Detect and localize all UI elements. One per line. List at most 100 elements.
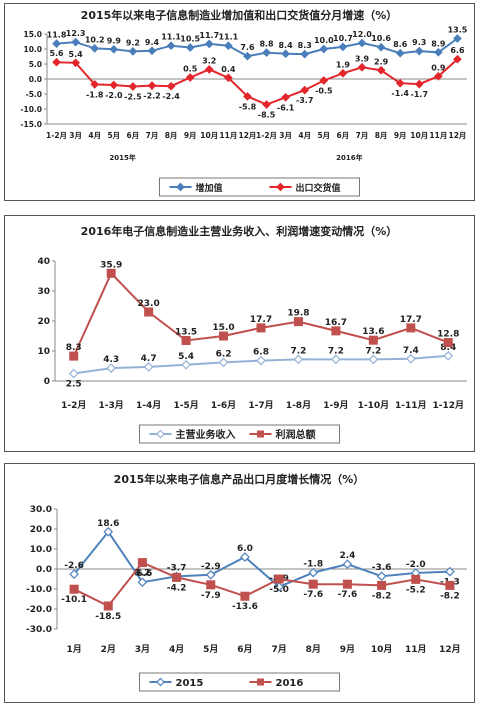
legend-marker <box>156 429 165 439</box>
data-point <box>453 34 462 43</box>
data-label: 8.3 <box>298 41 312 50</box>
series-line-0 <box>56 37 459 58</box>
data-label: -2.0 <box>406 560 426 570</box>
data-point <box>445 566 455 577</box>
x-tick-label: 9月 <box>340 644 355 655</box>
chart-title: 2015年以来电子信息产品出口月度增长情况（%） <box>114 472 365 486</box>
data-point <box>376 42 386 52</box>
data-point <box>69 351 79 361</box>
data-label: -4.2 <box>167 583 187 593</box>
data-label: -2.4 <box>162 92 180 101</box>
chart-panel-1: 2015年以来电子信息制造业增加值和出口交货值分月增速（%） 15.0 10.0 5.… <box>4 3 475 201</box>
data-label: 7.2 <box>290 346 306 356</box>
data-label: -6.1 <box>277 103 295 112</box>
data-point <box>443 338 453 348</box>
legend-box <box>139 672 340 692</box>
data-point <box>262 48 271 57</box>
data-label: 6.0 <box>237 544 253 554</box>
data-label: 10.2 <box>85 35 105 44</box>
series-line-0 <box>73 530 450 588</box>
x-tick-label: 12月 <box>448 131 466 140</box>
legend-label: 利润总额 <box>276 428 316 441</box>
x-tick-label: 9月 <box>184 131 197 140</box>
data-point <box>319 44 329 54</box>
data-label: 8.6 <box>393 40 408 49</box>
data-point <box>106 363 117 373</box>
data-label: 8.4 <box>279 41 294 50</box>
data-point <box>166 41 176 51</box>
data-label: 12.0 <box>352 30 372 39</box>
data-point <box>256 355 266 366</box>
data-label: 13.5 <box>448 26 468 35</box>
data-point <box>342 559 353 570</box>
y-tick-label: -5.0 <box>26 90 42 99</box>
y-tick-label: 0.0 <box>36 565 52 575</box>
data-label: 7.2 <box>328 346 344 356</box>
data-point <box>377 580 387 590</box>
chart-2-svg: 2016年电子信息制造业主营业务收入、利润增速变动情况（%） 40 30 20 10 0 1… <box>37 224 467 444</box>
data-label: 10.7 <box>333 34 353 43</box>
data-point <box>143 362 154 372</box>
data-point <box>90 80 100 89</box>
x-tick-label: 1-2月 <box>46 131 67 140</box>
data-label: 6.6 <box>450 46 465 55</box>
x-tick-label: 6月 <box>237 644 252 655</box>
data-point <box>240 552 250 562</box>
data-label: 3.2 <box>134 569 150 579</box>
year-label: 2016年 <box>336 153 362 162</box>
data-point <box>166 81 176 91</box>
y-tick-label: 20 <box>37 317 50 327</box>
y-tick-label: 0 <box>44 377 50 387</box>
x-tick-label: 10月 <box>371 644 393 655</box>
data-point <box>90 44 100 53</box>
x-tick-label: 8月 <box>375 131 388 140</box>
data-point <box>224 73 233 83</box>
x-tick-label: 6月 <box>127 131 140 140</box>
x-tick-label: 1-10月 <box>358 400 390 411</box>
data-point <box>52 39 61 48</box>
data-label: 10.0 <box>314 36 334 45</box>
data-label: -2.2 <box>143 92 161 101</box>
data-label: 8.8 <box>259 40 274 49</box>
data-label: -3.7 <box>296 96 314 105</box>
data-label: 12.8 <box>437 330 459 340</box>
x-tick-label: 9月 <box>394 131 407 140</box>
x-tick-label: 1月 <box>66 644 81 655</box>
data-point <box>274 581 284 592</box>
data-point <box>434 71 443 81</box>
x-tick-label: 3月 <box>279 131 292 140</box>
legend-label: 出口交货值 <box>296 182 341 194</box>
x-tick-label: 7月 <box>271 644 286 655</box>
x-tick-label: 3月 <box>135 644 150 655</box>
data-point <box>185 43 195 52</box>
data-point <box>243 92 252 101</box>
data-point <box>205 569 216 580</box>
data-label: 5.6 <box>49 49 64 58</box>
data-label: 0.9 <box>431 63 446 72</box>
data-point <box>103 526 114 537</box>
data-point <box>395 78 405 88</box>
data-point <box>144 307 154 317</box>
x-tick-label: 1-7月 <box>248 400 273 411</box>
data-label: 12.3 <box>66 29 86 38</box>
data-label: 11.1 <box>218 33 238 42</box>
data-label: -7.6 <box>303 590 323 600</box>
year-label: 2015年 <box>109 153 135 162</box>
data-label: 8.9 <box>431 39 446 48</box>
data-point <box>406 323 416 333</box>
data-label: -2.5 <box>124 93 142 102</box>
y-tick-label: -30.0 <box>26 625 52 635</box>
data-label: 3.2 <box>202 56 216 65</box>
data-label: 9.3 <box>412 38 426 47</box>
data-point <box>368 354 379 365</box>
data-label: 7.4 <box>403 346 419 356</box>
y-tick-label: 10 <box>37 347 50 357</box>
data-point <box>331 354 341 365</box>
y-tick-label: 10.0 <box>30 545 52 555</box>
chart-title: 2015年以来电子信息制造业增加值和出口交货值分月增速（%） <box>81 8 398 22</box>
x-tick-label: 1-11月 <box>395 400 427 411</box>
data-point <box>181 359 191 370</box>
data-label: -1.7 <box>411 90 429 99</box>
data-point <box>293 317 303 327</box>
data-label: -7.6 <box>338 590 358 600</box>
